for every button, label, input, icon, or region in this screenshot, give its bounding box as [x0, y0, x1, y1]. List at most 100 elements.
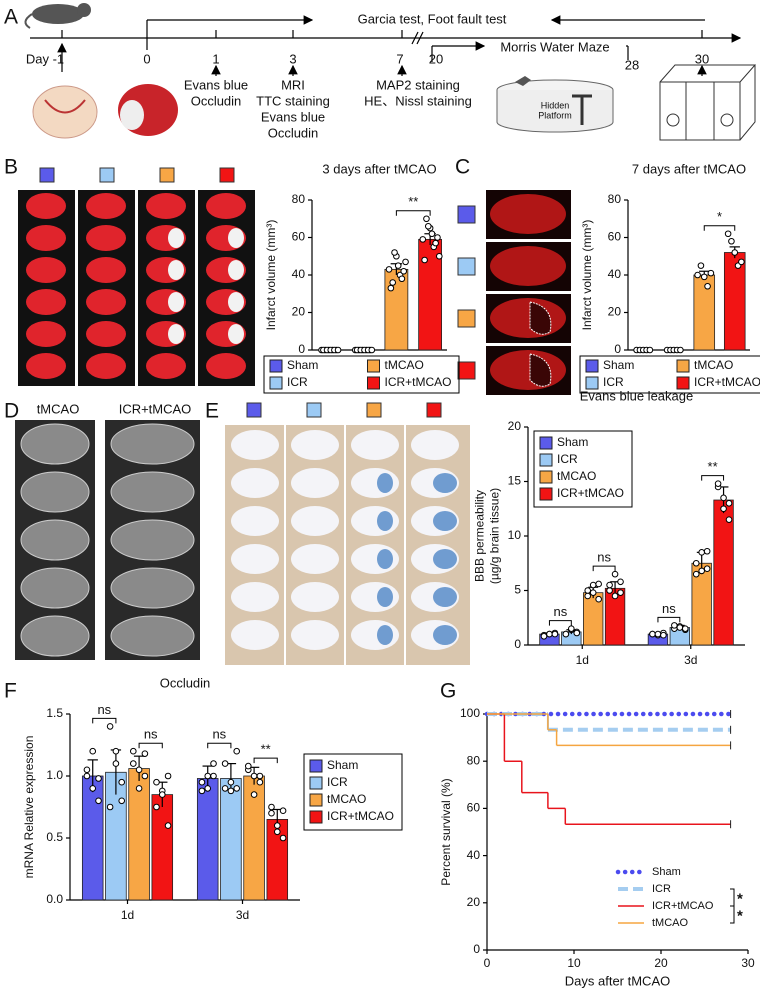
group-swatch	[159, 167, 175, 183]
significance-bracket	[657, 616, 681, 623]
brain-slice	[86, 289, 126, 315]
bar	[196, 778, 219, 901]
bar	[723, 252, 746, 351]
data-point	[646, 346, 654, 354]
data-point	[153, 803, 160, 811]
data-point	[432, 239, 439, 247]
significance-bracket	[395, 210, 431, 216]
legend-swatch	[309, 793, 323, 807]
data-point	[387, 284, 395, 292]
data-point	[720, 494, 727, 502]
assay-label: Evans blue	[184, 77, 248, 92]
x-tick-label: 1d	[576, 653, 589, 667]
x-tick-label: 1d	[121, 908, 134, 922]
x-axis-label: Days after tMCAO	[565, 973, 670, 988]
infarct	[228, 260, 244, 280]
data-point	[540, 632, 548, 640]
legend-label: Sham	[652, 866, 681, 878]
timeline: Garcia test, Foot fault test Morris Wate…	[24, 3, 757, 141]
data-point	[698, 549, 705, 556]
brain-slice	[291, 468, 339, 498]
data-point	[153, 778, 160, 786]
platform-label: Hidden	[541, 100, 570, 110]
x-tick-label: 0	[484, 956, 491, 970]
group-swatch	[99, 167, 115, 183]
y-tick-label: 5	[514, 583, 521, 597]
legend-swatch	[539, 453, 553, 467]
y-tick-label: 0	[614, 342, 621, 356]
data-point	[221, 785, 229, 792]
significance-bracket	[592, 565, 616, 572]
data-point	[83, 772, 91, 780]
y-tick-label: 60	[608, 230, 622, 244]
data-point	[273, 828, 281, 836]
legend-label: Sham	[287, 358, 318, 372]
data-point	[551, 630, 559, 638]
data-point	[434, 234, 441, 241]
brain-slice	[146, 353, 186, 379]
image-label: ICR+tMCAO	[119, 401, 192, 416]
y-tick-label: 80	[608, 192, 622, 206]
group-swatch	[246, 402, 262, 418]
y-axis-label: Infarct volume (mm³)	[264, 220, 278, 331]
data-point	[681, 625, 689, 632]
data-point	[606, 581, 613, 589]
significance-bracket	[253, 757, 278, 764]
mri-slice	[20, 567, 90, 609]
significance-label: **	[261, 742, 271, 757]
data-point	[268, 809, 275, 817]
mouse-icon	[515, 76, 531, 86]
evans-stain	[377, 549, 393, 569]
group-swatch	[39, 167, 55, 183]
significance-label: ns	[212, 727, 226, 742]
legend-swatch	[269, 376, 283, 390]
data-point	[279, 834, 287, 842]
data-point	[227, 787, 235, 795]
data-point	[562, 630, 570, 638]
brain-slice	[206, 193, 246, 219]
data-point	[164, 772, 172, 780]
data-point	[129, 747, 137, 755]
legend-swatch	[309, 776, 323, 790]
group-swatch	[457, 257, 476, 276]
data-point	[720, 505, 727, 513]
brain-slice	[26, 193, 66, 219]
data-point	[204, 772, 212, 780]
assay-label: MRI	[281, 77, 305, 92]
legend-label: tMCAO	[385, 358, 424, 372]
brain-slice	[86, 353, 126, 379]
data-point	[273, 822, 281, 829]
bar	[693, 274, 716, 351]
test-box	[720, 113, 734, 127]
legend-swatch	[367, 359, 380, 373]
y-tick-label: 0.5	[46, 830, 63, 844]
data-point	[268, 803, 275, 811]
data-point	[402, 258, 409, 266]
legend-swatch	[269, 359, 283, 373]
bar	[384, 268, 409, 351]
panel-label: F	[4, 680, 17, 703]
mri-slice	[20, 615, 90, 657]
significance-label: *	[737, 907, 743, 924]
data-point	[221, 760, 229, 767]
data-point	[611, 592, 619, 600]
brain-slice	[291, 430, 339, 460]
significance-bracket	[730, 888, 735, 907]
data-point	[707, 269, 715, 277]
data-point	[714, 480, 722, 487]
panel-label: G	[440, 680, 456, 703]
significance-label: ns	[97, 702, 111, 717]
data-point	[368, 346, 376, 354]
legend-label: tMCAO	[327, 792, 366, 806]
brain-slice	[231, 430, 279, 460]
data-point	[112, 760, 120, 767]
brain-slice	[291, 582, 339, 612]
panel-label: D	[4, 400, 19, 423]
y-axis-label: Percent survival (%)	[439, 778, 453, 885]
legend-swatch	[309, 759, 323, 773]
legend-swatch	[367, 376, 380, 390]
y-tick-label: 1.0	[46, 768, 63, 782]
assay-label: HE、Nissl staining	[364, 93, 472, 108]
legend-label: ICR+tMCAO	[557, 486, 624, 500]
data-point	[573, 629, 581, 637]
